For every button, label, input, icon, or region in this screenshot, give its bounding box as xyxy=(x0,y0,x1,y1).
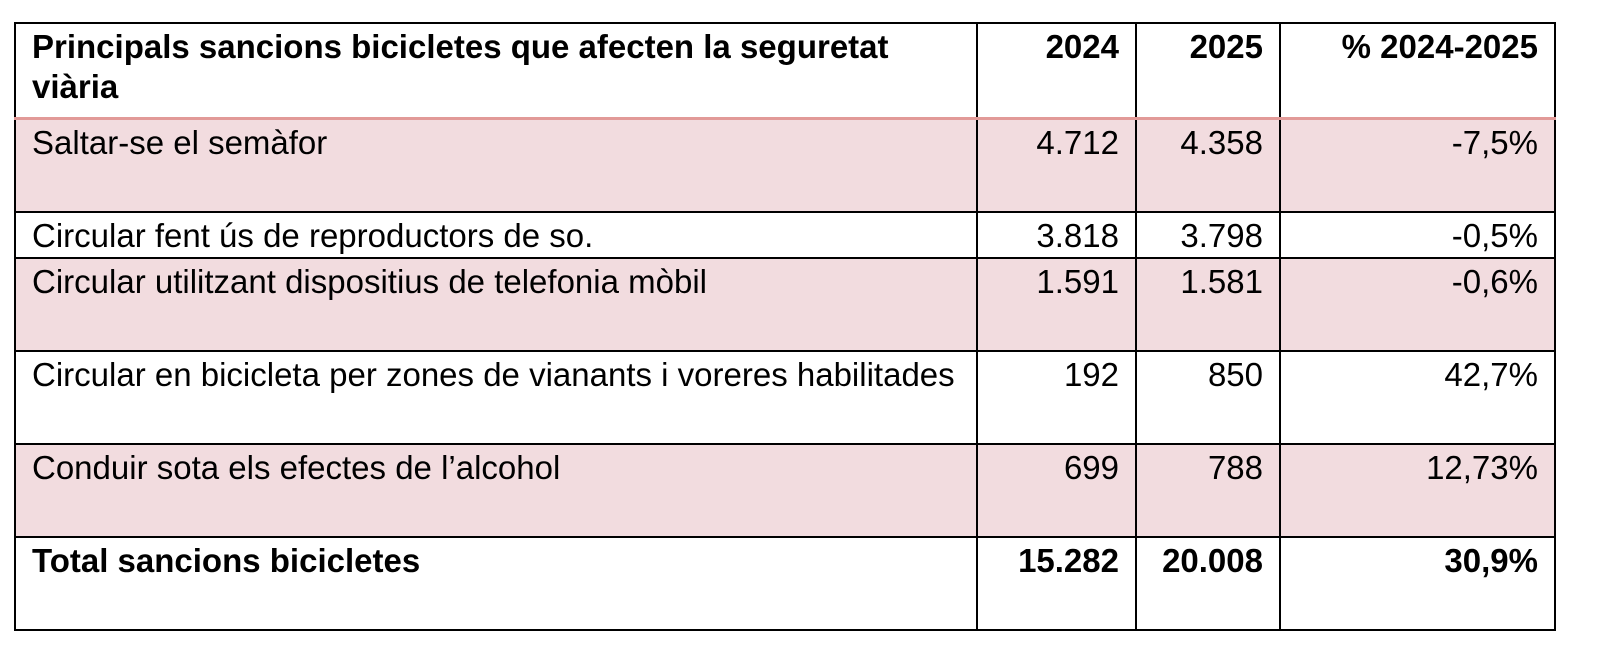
row-value-2025: 788 xyxy=(1135,443,1281,538)
row-value-2024: 4.712 xyxy=(976,116,1137,213)
row-label: Circular en bicicleta per zones de viana… xyxy=(14,350,978,445)
row-value-2025: 1.581 xyxy=(1135,257,1281,352)
row-label: Circular utilitzant dispositius de telef… xyxy=(14,257,978,352)
table-row: Circular fent ús de reproductors de so. … xyxy=(14,211,1556,259)
table-row: Saltar-se el semàfor 4.712 4.358 -7,5% xyxy=(14,116,1556,213)
header-2025: 2025 xyxy=(1135,22,1281,120)
row-label: Circular fent ús de reproductors de so. xyxy=(14,211,978,259)
header-2024: 2024 xyxy=(976,22,1137,120)
row-change: -7,5% xyxy=(1279,116,1556,213)
row-value-2025: 3.798 xyxy=(1135,211,1281,259)
header-change: % 2024-2025 xyxy=(1279,22,1556,120)
row-value-2024: 699 xyxy=(976,443,1137,538)
row-value-2024: 1.591 xyxy=(976,257,1137,352)
row-label: Saltar-se el semàfor xyxy=(14,116,978,213)
total-row: Total sancions bicicletes 15.282 20.008 … xyxy=(14,536,1556,631)
header-label: Principals sancions bicicletes que afect… xyxy=(14,22,978,120)
table-row: Conduir sota els efectes de l’alcohol 69… xyxy=(14,443,1556,538)
row-value-2025: 850 xyxy=(1135,350,1281,445)
table-row: Circular utilitzant dispositius de telef… xyxy=(14,257,1556,352)
row-value-2024: 3.818 xyxy=(976,211,1137,259)
row-change: -0,6% xyxy=(1279,257,1556,352)
row-label: Conduir sota els efectes de l’alcohol xyxy=(14,443,978,538)
total-label: Total sancions bicicletes xyxy=(14,536,978,631)
sanctions-table: Principals sancions bicicletes que afect… xyxy=(14,22,1556,631)
row-change: 12,73% xyxy=(1279,443,1556,538)
total-value-2025: 20.008 xyxy=(1135,536,1281,631)
row-change: 42,7% xyxy=(1279,350,1556,445)
header-row: Principals sancions bicicletes que afect… xyxy=(14,22,1556,120)
total-value-2024: 15.282 xyxy=(976,536,1137,631)
row-value-2024: 192 xyxy=(976,350,1137,445)
row-value-2025: 4.358 xyxy=(1135,116,1281,213)
row-change: -0,5% xyxy=(1279,211,1556,259)
total-change: 30,9% xyxy=(1279,536,1556,631)
table-row: Circular en bicicleta per zones de viana… xyxy=(14,350,1556,445)
